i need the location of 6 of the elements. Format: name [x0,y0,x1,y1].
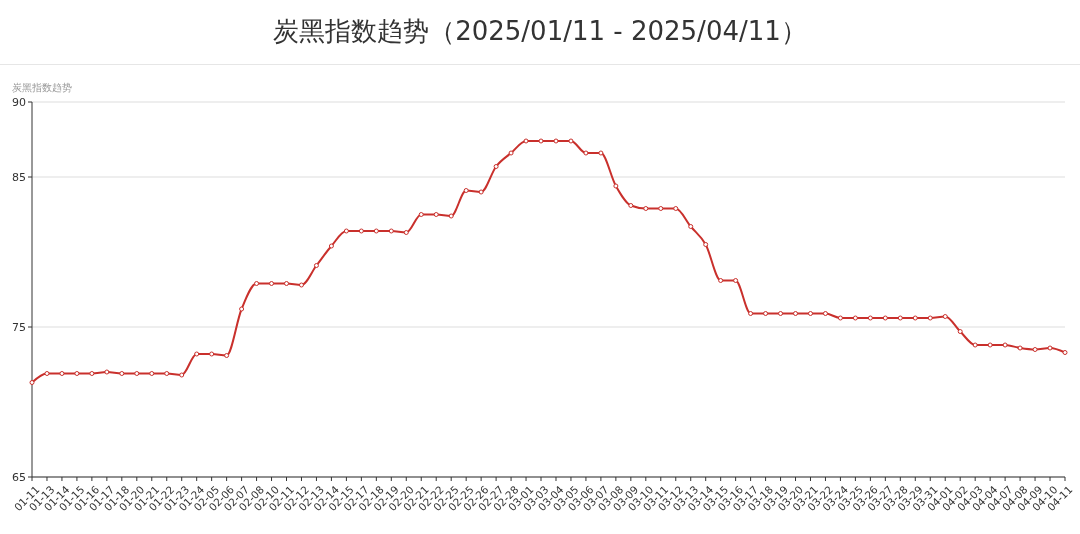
chart-title: 炭黑指数趋势（2025/01/11 - 2025/04/11） [273,16,807,46]
y-tick-label: 85 [12,170,26,184]
y-tick-label: 75 [12,320,26,334]
y-tick-label: 65 [12,470,26,484]
y-tick-label: 90 [12,95,26,109]
y-axis-title: 炭黑指数趋势 [12,82,72,93]
